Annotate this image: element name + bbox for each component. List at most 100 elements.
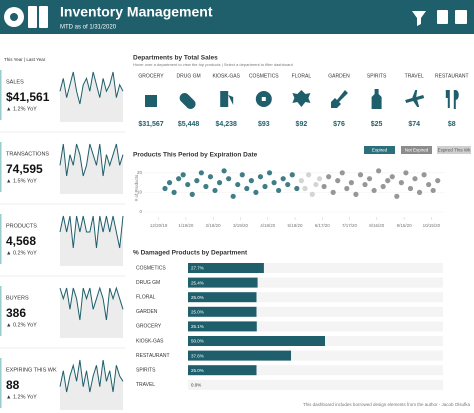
logo-detail	[10, 13, 18, 21]
legend-button[interactable]	[437, 146, 471, 154]
department-value: $93	[258, 121, 270, 128]
x-tick-label: 9/15/20	[397, 223, 413, 228]
scatter-point	[426, 181, 432, 188]
scatter-point	[207, 174, 214, 180]
scatter-point	[212, 187, 218, 194]
scatter-point	[306, 172, 312, 178]
department-icon[interactable]	[220, 91, 234, 107]
kpi-accent	[0, 286, 2, 336]
bar	[188, 365, 257, 376]
scatter-title: Products This Period by Expiration Date	[133, 152, 258, 159]
scatter-point	[335, 178, 341, 184]
scatter-point	[394, 193, 400, 199]
bar	[188, 306, 257, 317]
department-value: $5,448	[178, 121, 200, 128]
scatter-point	[230, 193, 236, 199]
scatter-point	[435, 178, 441, 184]
scatter-point	[244, 185, 250, 192]
bar-value-label: 0.0%	[191, 382, 201, 387]
department-name: TRAVEL	[405, 73, 424, 79]
legend-button[interactable]	[401, 146, 432, 154]
kpi-label: TRANSACTIONS	[6, 151, 49, 157]
kpi-yoy: ▲ 0.2% YoY	[6, 322, 37, 328]
x-tick-label: 6/17/20	[315, 223, 331, 228]
scatter-point	[221, 168, 227, 174]
bar-value-label: 25.0%	[191, 368, 204, 373]
category-label: RESTAURANT	[136, 353, 170, 359]
header-icons[interactable]	[412, 10, 467, 26]
department-name: FLORAL	[292, 73, 312, 79]
x-tick-label: 12/20/19	[150, 223, 168, 228]
x-tick-label: 7/17/20	[342, 223, 358, 228]
sparkline	[59, 71, 124, 105]
scatter-point	[398, 180, 404, 186]
scatter-point	[344, 185, 350, 192]
x-tick-label: 10/15/20	[423, 223, 441, 228]
department-icon[interactable]	[405, 90, 425, 107]
x-tick-label: 1/19/20	[178, 223, 194, 228]
kpi-value: 386	[6, 306, 26, 320]
scatter-point	[357, 172, 364, 178]
department-icon[interactable]	[255, 91, 272, 107]
bar-track	[188, 321, 443, 332]
y-tick-label: 0	[139, 209, 142, 214]
department-icon[interactable]	[371, 89, 382, 109]
scatter-point	[289, 172, 295, 178]
scatter-point	[257, 174, 264, 180]
kpi-value: 4,568	[6, 234, 36, 248]
department-name: KIOSK-GAS	[212, 73, 240, 79]
kpi-yoy: ▲ 1.2% YoY	[6, 106, 37, 112]
category-label: DRUG GM	[136, 280, 160, 286]
bar-track	[188, 365, 443, 376]
scatter-point	[339, 170, 345, 176]
legend-button[interactable]	[364, 146, 395, 154]
scatter-point	[235, 181, 241, 188]
bar-track	[188, 277, 443, 288]
bar-track	[188, 292, 443, 303]
sparkline	[59, 143, 124, 177]
department-icon[interactable]	[179, 93, 196, 109]
period-toggle[interactable]: This Year | Last Year	[4, 57, 46, 62]
sparkline-area	[60, 144, 123, 194]
scatter-point	[366, 176, 373, 182]
department-value: $8	[448, 121, 456, 128]
header-bar	[0, 0, 474, 34]
scatter-point	[253, 189, 259, 195]
scatter-point	[176, 176, 182, 182]
category-label: TRAVEL	[136, 382, 155, 388]
departments-subtitle: Hover over a department to view the top …	[133, 62, 293, 67]
scatter-point	[198, 170, 204, 176]
department-name: COSMETICS	[249, 73, 279, 79]
department-icon[interactable]	[445, 90, 459, 109]
department-icon[interactable]	[292, 90, 311, 107]
kpi-value: $41,561	[6, 90, 50, 104]
scatter-point	[380, 183, 386, 190]
scatter-point	[362, 181, 368, 188]
department-name: SPIRITS	[367, 73, 387, 79]
scatter-point	[226, 176, 232, 182]
department-name: GARDEN	[328, 73, 350, 79]
department-icon[interactable]	[331, 90, 348, 108]
category-label: FLORAL	[136, 295, 156, 301]
bar	[188, 277, 258, 288]
legend-label: Not Expired	[405, 148, 429, 153]
header-title: Inventory Management	[60, 4, 213, 20]
bar-value-label: 25.0%	[191, 295, 204, 300]
bar-title: % Damaged Products by Department	[133, 250, 248, 257]
kpi-label: BUYERS	[6, 295, 29, 301]
scatter-point	[389, 174, 395, 180]
scatter-point	[407, 185, 414, 192]
department-name: RESTAURANT	[435, 73, 469, 79]
department-icon[interactable]	[145, 89, 157, 107]
scatter-point	[313, 181, 319, 188]
department-value: $92	[296, 121, 308, 128]
bar-track	[188, 306, 443, 317]
sparkline	[59, 286, 124, 321]
scatter-point	[180, 172, 186, 178]
scatter-point	[326, 174, 332, 180]
scatter-point	[276, 187, 282, 194]
category-label: COSMETICS	[136, 265, 166, 271]
kpi-accent	[0, 70, 2, 120]
kpi-yoy: ▲ 0.2% YoY	[6, 250, 37, 256]
category-label: SPIRITS	[136, 368, 156, 374]
